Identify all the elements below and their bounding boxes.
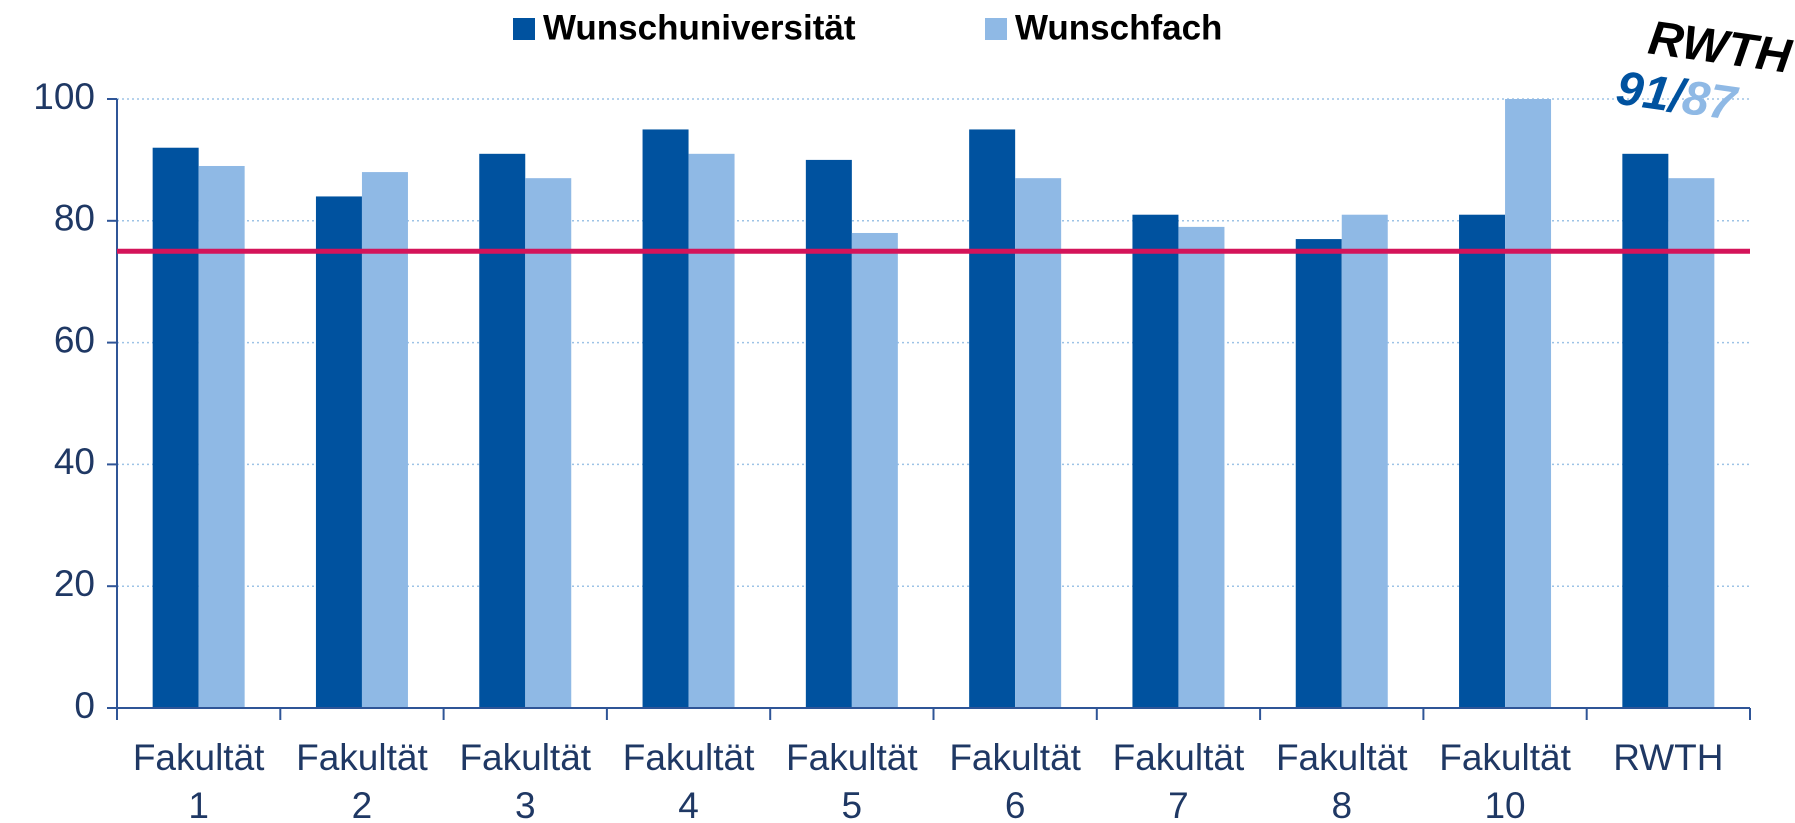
bar bbox=[1295, 239, 1342, 708]
annotation-uni: 91 bbox=[1613, 62, 1673, 122]
bar bbox=[1505, 99, 1552, 708]
bar bbox=[152, 147, 199, 709]
x-tick-label: Fakultät 4 bbox=[623, 737, 755, 823]
bar bbox=[969, 129, 1016, 708]
bar bbox=[1015, 178, 1062, 709]
bar bbox=[642, 129, 689, 708]
x-tick-label: Fakultät 10 bbox=[1439, 737, 1571, 823]
bar bbox=[1459, 214, 1506, 708]
bar bbox=[361, 172, 408, 708]
y-tick-label: 20 bbox=[54, 563, 95, 604]
bar bbox=[851, 232, 898, 709]
bar bbox=[688, 153, 735, 708]
x-tick-label: Fakultät 7 bbox=[1113, 737, 1245, 823]
bar bbox=[1622, 153, 1669, 708]
y-tick-label: 100 bbox=[33, 76, 95, 117]
x-tick-label: Fakultät 3 bbox=[459, 737, 591, 823]
y-tick-label: 40 bbox=[54, 441, 95, 482]
bar bbox=[1132, 214, 1179, 708]
bar bbox=[479, 153, 526, 708]
bar bbox=[805, 159, 852, 708]
y-tick-label: 80 bbox=[54, 198, 95, 239]
x-tick-label: Fakultät 6 bbox=[949, 737, 1081, 823]
bar bbox=[1178, 226, 1225, 708]
bar bbox=[525, 178, 572, 709]
x-tick-label: Fakultät 8 bbox=[1276, 737, 1408, 823]
y-tick-label: 0 bbox=[74, 685, 95, 726]
legend-label: Wunschuniversität bbox=[543, 8, 856, 47]
annotation-fach: 87 bbox=[1679, 71, 1742, 131]
annotation-values: 91/87 bbox=[1613, 62, 1742, 132]
y-tick-label: 60 bbox=[54, 319, 95, 360]
bar bbox=[315, 196, 362, 708]
x-tick-label: Fakultät 5 bbox=[786, 737, 918, 823]
legend-swatch bbox=[985, 18, 1007, 40]
x-tick-label: Fakultät 2 bbox=[296, 737, 428, 823]
legend-swatch bbox=[513, 18, 535, 40]
bar bbox=[1668, 178, 1715, 709]
x-tick-label: Fakultät 1 bbox=[133, 737, 265, 823]
legend-label: Wunschfach bbox=[1015, 8, 1222, 47]
x-tick-label: RWTH bbox=[1613, 737, 1723, 778]
bar bbox=[198, 165, 245, 709]
bar bbox=[1341, 214, 1388, 708]
